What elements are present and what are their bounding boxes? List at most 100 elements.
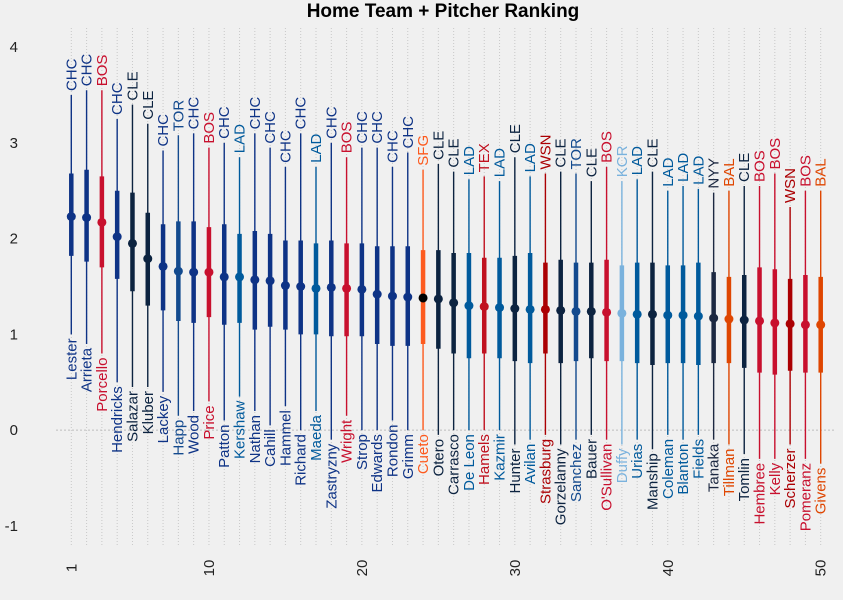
team-label: CHC <box>79 54 96 87</box>
mean-point <box>204 267 214 277</box>
mean-point <box>449 298 459 308</box>
mean-point <box>189 267 199 277</box>
pitcher-label: Cueto <box>415 434 432 474</box>
x-tick-label: 30 <box>507 560 524 577</box>
mean-point <box>617 308 627 318</box>
x-tick-label: 50 <box>813 560 830 577</box>
pitcher-label: Strop <box>354 434 371 470</box>
mean-point <box>296 282 306 291</box>
mean-point <box>800 320 810 330</box>
pitcher-label: Wright <box>339 419 356 463</box>
pitcher-label: Arrieta <box>79 347 96 392</box>
pitcher-label: Carrasco <box>446 434 463 495</box>
pitcher-label: Kershaw <box>232 400 249 459</box>
pitcher-label: Otero <box>430 439 447 477</box>
mean-point <box>816 320 826 330</box>
team-label: CHC <box>293 97 310 130</box>
pitcher-label: Avilan <box>522 444 539 485</box>
mean-point <box>647 309 657 319</box>
y-tick-label: 4 <box>10 39 18 56</box>
team-label: CLE <box>124 71 141 100</box>
team-label: WSN <box>537 135 554 170</box>
pitcher-label: Gorzelanny <box>553 448 570 525</box>
mean-point <box>372 289 382 299</box>
pitcher-label: Urias <box>629 444 646 479</box>
mean-point <box>602 307 612 317</box>
team-label: BAL <box>813 158 830 186</box>
mean-point <box>540 304 550 314</box>
pitcher-label: Wood <box>186 415 203 454</box>
pitcher-label: Hendricks <box>109 386 126 453</box>
team-label: LAD <box>232 124 249 153</box>
mean-point <box>127 238 137 248</box>
team-label: BOS <box>201 112 218 144</box>
team-label: LAD <box>461 146 478 175</box>
pitcher-label: Tillman <box>721 448 738 496</box>
team-label: LAD <box>492 148 509 177</box>
team-label: CHC <box>323 106 340 139</box>
y-tick-label: -1 <box>5 518 18 535</box>
team-label: CHC <box>384 130 401 163</box>
team-label: LAD <box>660 157 677 186</box>
pitcher-label: Hamels <box>476 434 493 485</box>
team-label: LAD <box>675 153 692 182</box>
y-tick-label: 2 <box>10 231 18 248</box>
mean-point <box>663 310 673 320</box>
data-labels: CHC Lester CHC Arrieta BOS Porcello CHC Hendric… <box>63 54 829 532</box>
pitcher-label: Price <box>201 405 218 439</box>
pitcher-label: Manship <box>644 453 661 510</box>
team-label: CHC <box>354 111 371 144</box>
mean-point <box>387 291 397 301</box>
team-label: CLE <box>507 124 524 153</box>
team-label: CLE <box>644 138 661 167</box>
mean-point <box>479 302 489 312</box>
pitcher-label: Lackey <box>155 395 172 443</box>
y-tick-label: 0 <box>10 422 18 439</box>
mean-point <box>709 313 719 323</box>
y-axis: -1 0 1 2 3 4 <box>5 39 18 535</box>
mean-point <box>326 282 336 292</box>
team-label: CHC <box>247 97 264 130</box>
mean-point <box>219 272 229 282</box>
x-tick-label: 1 <box>63 564 80 572</box>
pitcher-label: Bauer <box>583 439 600 479</box>
team-label: BOS <box>339 122 356 154</box>
team-label: SFG <box>415 135 432 166</box>
team-label: CLE <box>736 153 753 182</box>
data-marks <box>66 90 826 464</box>
team-label: CHC <box>186 97 203 130</box>
team-label: CHC <box>400 116 417 149</box>
pitcher-label: Rondon <box>384 425 401 478</box>
team-label: BOS <box>767 138 784 170</box>
pitcher-label: Scherzer <box>782 448 799 508</box>
pitcher-label: Kelly <box>767 462 784 495</box>
x-axis: 1 10 20 30 40 50 <box>63 560 829 577</box>
mean-point <box>510 304 520 314</box>
pitcher-label: Porcello <box>94 358 111 412</box>
pitcher-label: Salazar <box>124 391 141 442</box>
team-label: KCR <box>614 145 631 177</box>
team-label: CHC <box>109 82 126 115</box>
mean-point <box>112 232 122 242</box>
team-label: TOR <box>568 138 585 170</box>
mean-point <box>556 305 566 315</box>
pitcher-label: O'Sullivan <box>599 444 616 511</box>
mean-point <box>173 266 183 276</box>
mean-point <box>586 306 596 316</box>
mean-point <box>495 303 505 313</box>
team-label: CLE <box>583 148 600 177</box>
pitcher-label: Edwards <box>369 434 386 492</box>
mean-point <box>678 310 688 320</box>
team-label: LAD <box>690 155 707 184</box>
mean-point <box>770 318 780 328</box>
mean-point <box>632 309 642 319</box>
mean-point <box>693 311 703 321</box>
team-label: BOS <box>94 55 111 87</box>
pitcher-label: Patton <box>216 425 233 468</box>
mean-point <box>280 281 290 291</box>
mean-point <box>311 283 321 293</box>
team-label: BOS <box>797 155 814 187</box>
pitcher-label: Cahill <box>262 429 279 467</box>
mean-point <box>82 213 92 223</box>
